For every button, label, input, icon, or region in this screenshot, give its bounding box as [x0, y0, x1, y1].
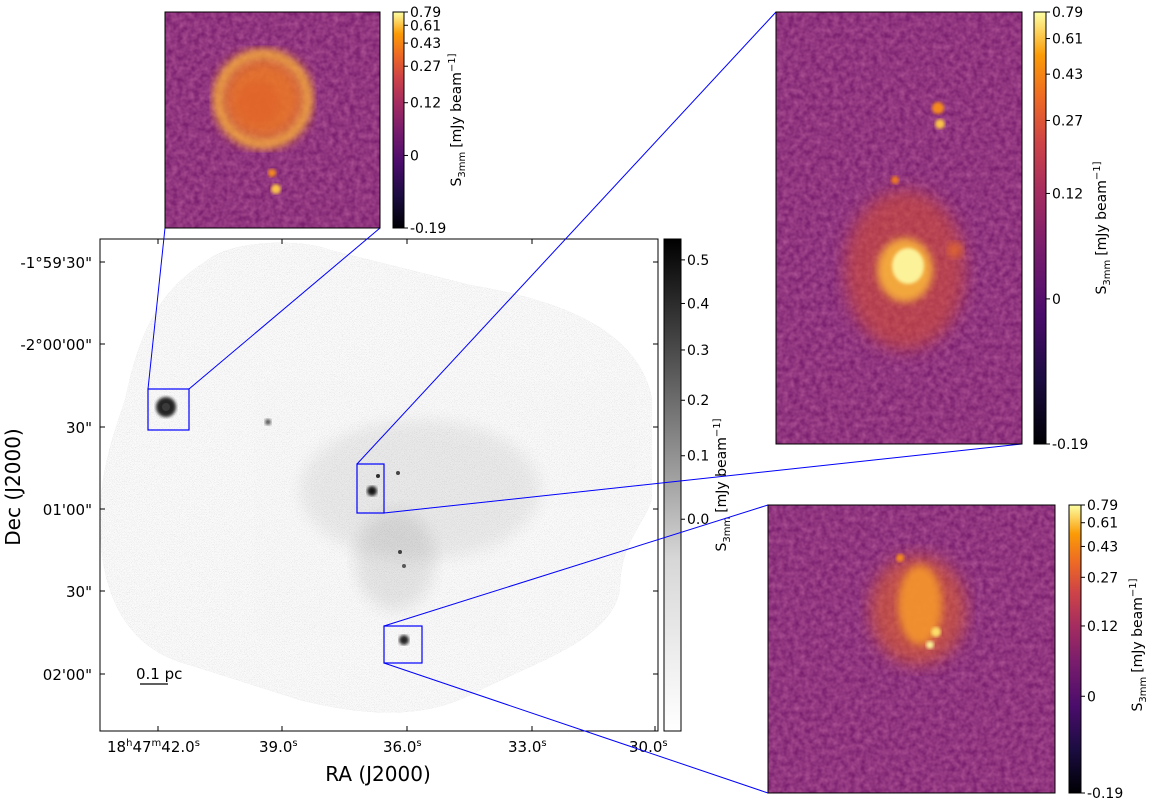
- x-tick-1: 39.0s: [259, 738, 298, 756]
- inset-top-left-colorbar-label: S3mm[mJy beam−1]: [447, 53, 468, 186]
- x-tick-2: 36.0s: [383, 738, 422, 756]
- inset-top-right-colorbar: 0.79 0.61 0.43 0.27 0.12 0 -0.19 S3mm[mJy beam…: [1033, 5, 1113, 453]
- inset-top-left-colorbar-tick-label-1: 0.61: [410, 18, 441, 34]
- main-colorbar: 0.0 0.1 0.2 0.3 0.4 0.5 S3mm[mJy beam−1]: [663, 238, 733, 732]
- inset-bottom-right-colorbar-tick-label-6: -0.19: [1087, 786, 1123, 802]
- main-colorbar-ramp: [663, 238, 682, 732]
- inset-bottom-right-colorbar-tick-label-5: 0: [1087, 689, 1096, 705]
- y-tick-2: 30": [66, 419, 92, 437]
- y-axis-title: Dec (J2000): [1, 428, 25, 545]
- inset-top-right-colorbar-tick-label-0: 0.79: [1052, 5, 1083, 21]
- zoom-connectors: [147, 11, 1023, 794]
- inset-bottom-right: 0.79 0.61 0.43 0.27 0.12 0 -0.19 S3mm[mJy beam…: [767, 498, 1149, 802]
- y-tick-5: 02'00": [43, 666, 92, 684]
- y-tick-1: -2°00'00": [20, 336, 92, 354]
- main-colorbar-tick-label-2: 0.2: [687, 393, 709, 409]
- x-axis: [157, 239, 656, 731]
- x-tick-0: 18h47m42.0s: [107, 738, 200, 756]
- inset-top-left-colorbar: 0.790.61 0.43 0.27 0.12 0 -0.19 S3mm[mJy beam…: [392, 5, 468, 237]
- inset-top-left-colorbar-tick-label-3: 0.27: [410, 59, 441, 75]
- inset-top-left-colorbar-tick-label-5: 0: [410, 148, 419, 164]
- main-colorbar-tick-label-5: 0.5: [687, 253, 709, 269]
- inset-top-right-colorbar-tick-label-5: 0: [1052, 292, 1061, 308]
- inset-top-right-colorbar-tick-label-4: 0.12: [1052, 186, 1083, 202]
- inset-top-right-colorbar-label: S3mm[mJy beam−1]: [1092, 161, 1113, 294]
- inset-bottom-right-colorbar-tick-label-3: 0.27: [1087, 570, 1118, 586]
- inset-bottom-right-colorbar-label: S3mm[mJy beam−1]: [1128, 578, 1149, 711]
- scale-bar: 0.1 pc: [136, 665, 182, 685]
- main-colorbar-tick-label-3: 0.3: [687, 343, 709, 359]
- inset-top-left-colorbar-tick-label-4: 0.12: [410, 96, 441, 112]
- inset-top-right-colorbar-tick-label-2: 0.43: [1052, 67, 1083, 83]
- inset-top-left-colorbar-tick-label-0: 0.79: [410, 5, 441, 21]
- inset-bottom-right-colorbar-tick-label-2: 0.43: [1087, 539, 1118, 555]
- main-colorbar-tick-label-4: 0.4: [687, 296, 709, 312]
- source-bottom: [399, 635, 409, 645]
- x-tick-3: 33.0s: [508, 738, 547, 756]
- scale-bar-label: 0.1 pc: [136, 665, 182, 683]
- main-axes-frame: [99, 238, 659, 732]
- inset-bottom-right-colorbar: 0.79 0.61 0.43 0.27 0.12 0 -0.19 S3mm[mJy beam…: [1068, 498, 1149, 802]
- x-axis-title: RA (J2000): [325, 762, 431, 786]
- main-panel: 0.1 pc 18h47m42.0s 39.0s 36.0s 33.0s 30.…: [1, 238, 733, 786]
- inset-top-left-colorbar-tick-label-6: -0.19: [410, 221, 446, 237]
- y-tick-3: 01'00": [43, 501, 92, 519]
- mosaic-image: [100, 242, 652, 713]
- zoom-box-bottom: [383, 625, 423, 664]
- y-tick-4: 30": [66, 583, 92, 601]
- inset-top-right-colorbar-tick-label-3: 0.27: [1052, 113, 1083, 129]
- inset-top-right-colorbar-tick-label-6: -0.19: [1052, 437, 1088, 453]
- inset-top-left-colorbar-tick-label-2: 0.43: [410, 36, 441, 52]
- x-tick-4: 30.0s: [629, 738, 668, 756]
- inset-top-right-colorbar-tick-label-1: 0.61: [1052, 32, 1083, 48]
- y-axis: [100, 261, 658, 675]
- inset-bottom-right-colorbar-tick-label-1: 0.61: [1087, 516, 1118, 532]
- inset-bottom-right-colorbar-tick-label-4: 0.12: [1087, 619, 1118, 635]
- main-colorbar-tick-label-1: 0.1: [687, 449, 709, 465]
- main-colorbar-tick-label-0: 0.0: [687, 512, 709, 528]
- zoom-box-center: [356, 463, 385, 514]
- inset-top-right: 0.79 0.61 0.43 0.27 0.12 0 -0.19 S3mm[mJy beam…: [775, 5, 1113, 453]
- zoom-box-top-left: [147, 388, 190, 431]
- source-center: [367, 486, 377, 496]
- inset-top-left: 0.790.61 0.43 0.27 0.12 0 -0.19 S3mm[mJy beam…: [164, 5, 468, 237]
- inset-bottom-right-colorbar-tick-label-0: 0.79: [1087, 498, 1118, 514]
- main-colorbar-label: S3mm[mJy beam−1]: [712, 418, 733, 551]
- y-tick-0: -1°59'30": [20, 254, 92, 272]
